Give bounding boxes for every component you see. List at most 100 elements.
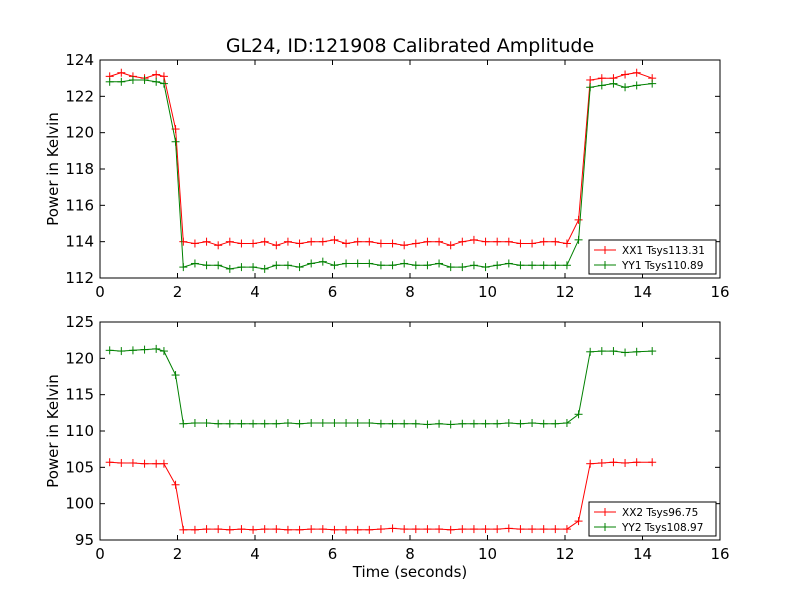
data-point-marker [504,237,513,246]
data-point-marker [446,241,455,250]
data-point-marker [435,419,444,428]
data-point-marker [214,525,223,534]
data-point-marker [481,525,490,534]
data-point-marker [632,458,641,467]
data-point-marker [295,419,304,428]
data-point-marker [117,458,126,467]
data-point-marker [342,525,351,534]
data-point-marker [190,525,199,534]
data-point-marker [295,525,304,534]
data-point-marker [260,237,269,246]
data-point-marker [648,347,657,356]
data-point-marker [609,458,618,467]
data-point-marker [516,525,525,534]
data-point-marker [586,347,595,356]
data-point-marker [574,215,583,224]
data-point-marker [140,459,149,468]
data-point-marker [528,525,537,534]
data-point-marker [330,525,339,534]
data-point-marker [423,525,432,534]
x-tick-label: 14 [633,545,652,563]
data-point-marker [318,525,327,534]
data-point-marker [376,261,385,270]
data-point-marker [307,525,316,534]
data-point-marker [388,419,397,428]
data-point-marker [516,239,525,248]
data-point-marker [621,458,630,467]
data-point-marker [528,239,537,248]
data-point-marker [105,77,114,86]
legend: XX1 Tsys113.31 YY1 Tsys110.89 [588,239,717,275]
data-point-marker [493,419,502,428]
data-point-marker [528,261,537,270]
y-tick-label: 95 [75,531,94,549]
data-point-marker [117,68,126,77]
data-point-marker [411,261,420,270]
data-point-marker [423,420,432,429]
data-point-marker [237,263,246,272]
data-point-marker [225,237,234,246]
data-point-marker [171,371,180,380]
y-tick-label: 110 [65,422,94,440]
legend: XX2 Tsys96.75 YY2 Tsys108.97 [588,501,717,537]
data-point-marker [225,419,234,428]
data-point-marker [528,419,537,428]
y-tick-label: 100 [65,495,94,513]
data-point-marker [295,239,304,248]
data-point-marker [562,261,571,270]
data-point-marker [237,239,246,248]
data-point-marker [365,525,374,534]
data-point-marker [539,237,548,246]
data-point-marker [342,239,351,248]
x-tick-label: 4 [250,283,260,301]
data-point-marker [128,458,137,467]
data-point-marker [318,237,327,246]
data-point-marker [446,263,455,272]
data-point-marker [202,261,211,270]
data-point-marker [249,263,258,272]
x-tick-label: 4 [250,545,260,563]
data-point-marker [272,261,281,270]
data-point-marker [376,419,385,428]
data-point-marker [597,74,606,83]
data-point-marker [411,419,420,428]
data-point-marker [249,239,258,248]
data-point-marker [353,237,362,246]
data-point-marker [551,261,560,270]
data-point-marker [469,525,478,534]
x-tick-label: 2 [173,545,183,563]
data-point-marker [190,239,199,248]
x-tick-label: 8 [405,545,415,563]
data-point-marker [551,419,560,428]
data-point-marker [504,259,513,268]
data-point-marker [117,347,126,356]
data-point-marker [171,137,180,146]
data-point-marker [504,524,513,533]
data-point-marker [330,235,339,244]
data-point-marker [330,261,339,270]
y-tick-label: 122 [65,87,94,105]
data-point-marker [632,68,641,77]
data-point-marker [493,525,502,534]
data-point-marker [214,241,223,250]
legend-entry: XX1 Tsys113.31 [622,245,705,257]
data-point-marker [435,259,444,268]
data-point-marker [330,419,339,428]
data-point-marker [376,239,385,248]
data-point-marker [249,419,258,428]
data-point-marker [388,261,397,270]
data-point-marker [152,70,161,79]
data-point-marker [179,419,188,428]
data-point-marker [152,459,161,468]
data-point-marker [152,344,161,353]
data-point-marker [272,525,281,534]
data-point-marker [539,261,548,270]
data-point-marker [353,259,362,268]
data-point-marker [152,77,161,86]
data-point-marker [128,75,137,84]
y-axis-label: Power in Kelvin [44,374,62,488]
y-tick-label: 120 [65,349,94,367]
x-tick-label: 6 [328,545,338,563]
data-point-marker [539,525,548,534]
